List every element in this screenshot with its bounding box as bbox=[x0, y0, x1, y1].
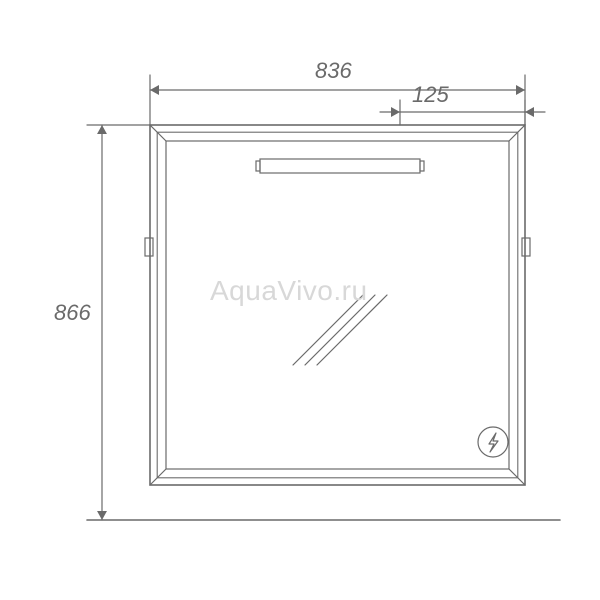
watermark-text: AquaVivo.ru bbox=[210, 275, 368, 307]
technical-drawing: 836 125 866 AquaVivo.ru bbox=[0, 0, 600, 600]
dimension-inset-label: 125 bbox=[412, 82, 449, 108]
dimension-height-label: 866 bbox=[54, 300, 91, 326]
dimension-width-label: 836 bbox=[315, 58, 352, 84]
